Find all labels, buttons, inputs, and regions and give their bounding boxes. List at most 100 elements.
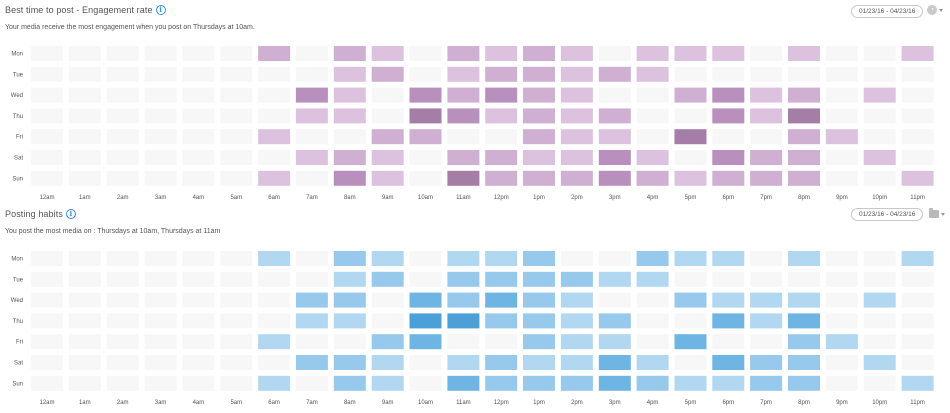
- engagement-cell-wed-10am[interactable]: [409, 87, 442, 103]
- engagement-cell-tue-5am[interactable]: [220, 66, 253, 82]
- engagement-cell-fri-11am[interactable]: [447, 129, 480, 145]
- engagement-cell-wed-6am[interactable]: [258, 87, 291, 103]
- posting-cell-mon-5pm[interactable]: [674, 251, 707, 266]
- engagement-cell-tue-5pm[interactable]: [674, 66, 707, 82]
- posting-cell-sun-6am[interactable]: [258, 375, 291, 391]
- engagement-cell-sat-2am[interactable]: [106, 150, 139, 165]
- posting-cell-sun-9am[interactable]: [371, 375, 404, 391]
- posting-cell-tue-10am[interactable]: [409, 271, 442, 287]
- posting-cell-sat-1am[interactable]: [68, 355, 101, 370]
- posting-cell-thu-12pm[interactable]: [485, 313, 518, 329]
- posting-cell-tue-7pm[interactable]: [750, 271, 783, 287]
- posting-cell-wed-1pm[interactable]: [523, 292, 555, 308]
- engagement-cell-mon-9pm[interactable]: [825, 46, 858, 61]
- engagement-cell-mon-12pm[interactable]: [485, 46, 518, 61]
- engagement-cell-sun-1am[interactable]: [68, 170, 101, 186]
- posting-cell-thu-11pm[interactable]: [901, 313, 934, 329]
- engagement-cell-thu-6pm[interactable]: [712, 108, 745, 124]
- engagement-cell-sun-4pm[interactable]: [636, 170, 669, 186]
- engagement-cell-thu-3pm[interactable]: [598, 108, 631, 124]
- posting-cell-thu-4pm[interactable]: [636, 313, 669, 329]
- engagement-cell-sat-4pm[interactable]: [636, 150, 669, 165]
- posting-cell-fri-1pm[interactable]: [523, 334, 555, 350]
- posting-cell-wed-1am[interactable]: [68, 292, 101, 308]
- posting-cell-wed-10am[interactable]: [409, 292, 442, 308]
- engagement-cell-mon-4pm[interactable]: [636, 46, 669, 61]
- posting-cell-tue-11am[interactable]: [447, 271, 480, 287]
- posting-cell-thu-9pm[interactable]: [825, 313, 858, 329]
- engagement-cell-thu-7pm[interactable]: [750, 108, 783, 124]
- engagement-cell-fri-1pm[interactable]: [523, 129, 555, 145]
- posting-cell-mon-6am[interactable]: [258, 251, 291, 266]
- engagement-cell-thu-2pm[interactable]: [560, 108, 593, 124]
- posting-cell-fri-5pm[interactable]: [674, 334, 707, 350]
- engagement-cell-fri-9pm[interactable]: [825, 129, 858, 145]
- posting-cell-thu-10am[interactable]: [409, 313, 442, 329]
- engagement-cell-thu-1pm[interactable]: [523, 108, 555, 124]
- engagement-cell-fri-1am[interactable]: [68, 129, 101, 145]
- posting-cell-sat-5pm[interactable]: [674, 355, 707, 370]
- posting-cell-fri-12am[interactable]: [31, 334, 63, 350]
- engagement-cell-thu-12pm[interactable]: [485, 108, 518, 124]
- engagement-cell-mon-11pm[interactable]: [901, 46, 934, 61]
- posting-cell-sat-8pm[interactable]: [788, 355, 820, 370]
- posting-cell-sat-2pm[interactable]: [560, 355, 593, 370]
- posting-cell-wed-5am[interactable]: [220, 292, 253, 308]
- posting-cell-tue-8pm[interactable]: [788, 271, 820, 287]
- engagement-cell-sat-10pm[interactable]: [863, 150, 896, 165]
- posting-cell-fri-11am[interactable]: [447, 334, 480, 350]
- engagement-cell-sat-8am[interactable]: [333, 150, 366, 165]
- posting-cell-tue-9pm[interactable]: [825, 271, 858, 287]
- engagement-cell-wed-11pm[interactable]: [901, 87, 934, 103]
- posting-cell-thu-8pm[interactable]: [788, 313, 820, 329]
- engagement-cell-wed-5am[interactable]: [220, 87, 253, 103]
- engagement-cell-tue-2am[interactable]: [106, 66, 139, 82]
- posting-cell-mon-9am[interactable]: [371, 251, 404, 266]
- posting-cell-wed-2am[interactable]: [106, 292, 139, 308]
- posting-cell-tue-2pm[interactable]: [560, 271, 593, 287]
- posting-cell-sun-3am[interactable]: [144, 375, 177, 391]
- engagement-cell-tue-7pm[interactable]: [750, 66, 783, 82]
- posting-cell-sat-7pm[interactable]: [750, 355, 783, 370]
- engagement-cell-tue-8pm[interactable]: [788, 66, 820, 82]
- posting-cell-sat-7am[interactable]: [295, 355, 328, 370]
- posting-cell-sat-6pm[interactable]: [712, 355, 745, 370]
- posting-cell-tue-3pm[interactable]: [598, 271, 631, 287]
- engagement-cell-mon-5pm[interactable]: [674, 46, 707, 61]
- posting-cell-sat-12am[interactable]: [31, 355, 63, 370]
- posting-cell-mon-10pm[interactable]: [863, 251, 896, 266]
- engagement-cell-sun-6pm[interactable]: [712, 170, 745, 186]
- engagement-cell-fri-3am[interactable]: [144, 129, 177, 145]
- engagement-cell-fri-7am[interactable]: [295, 129, 328, 145]
- posting-cell-thu-2pm[interactable]: [560, 313, 593, 329]
- engagement-cell-tue-4pm[interactable]: [636, 66, 669, 82]
- posting-cell-sat-8am[interactable]: [333, 355, 366, 370]
- engagement-cell-sun-8pm[interactable]: [788, 170, 820, 186]
- posting-cell-fri-9pm[interactable]: [825, 334, 858, 350]
- posting-cell-fri-5am[interactable]: [220, 334, 253, 350]
- engagement-cell-wed-2am[interactable]: [106, 87, 139, 103]
- info-icon[interactable]: i: [65, 209, 76, 219]
- engagement-cell-thu-1am[interactable]: [68, 108, 101, 124]
- posting-cell-fri-8pm[interactable]: [788, 334, 820, 350]
- engagement-cell-sun-10am[interactable]: [409, 170, 442, 186]
- posting-cell-wed-10pm[interactable]: [863, 292, 896, 308]
- engagement-cell-mon-8am[interactable]: [333, 46, 366, 61]
- posting-cell-sat-4pm[interactable]: [636, 355, 669, 370]
- posting-cell-sat-5am[interactable]: [220, 355, 253, 370]
- posting-cell-wed-4am[interactable]: [182, 292, 215, 308]
- engagement-cell-thu-10pm[interactable]: [863, 108, 896, 124]
- engagement-cell-thu-7am[interactable]: [295, 108, 328, 124]
- engagement-cell-mon-12am[interactable]: [31, 46, 63, 61]
- engagement-cell-fri-11pm[interactable]: [901, 129, 934, 145]
- engagement-cell-mon-5am[interactable]: [220, 46, 253, 61]
- engagement-cell-sat-7am[interactable]: [295, 150, 328, 165]
- engagement-cell-thu-6am[interactable]: [258, 108, 291, 124]
- posting-cell-sat-12pm[interactable]: [485, 355, 518, 370]
- posting-cell-tue-4am[interactable]: [182, 271, 215, 287]
- posting-cell-tue-5am[interactable]: [220, 271, 253, 287]
- posting-cell-wed-7am[interactable]: [295, 292, 328, 308]
- posting-cell-tue-7am[interactable]: [295, 271, 328, 287]
- engagement-cell-tue-2pm[interactable]: [560, 66, 593, 82]
- engagement-cell-thu-9pm[interactable]: [825, 108, 858, 124]
